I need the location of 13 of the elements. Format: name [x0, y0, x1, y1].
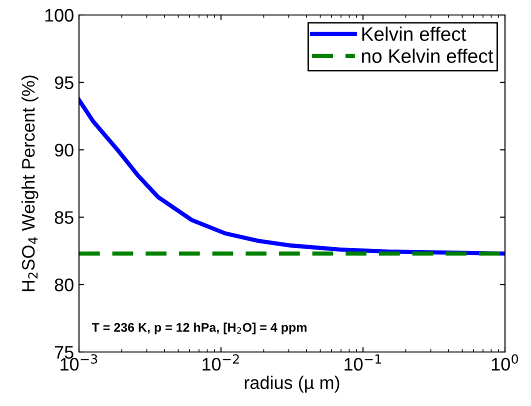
y-tick-label: 100: [45, 8, 74, 22]
y-axis-title: H$_{2}$SO$_{4}$ Weight Percent (%): [21, 76, 38, 292]
annotation: T = 236 K, p = 12 hPa, [H$_{2}$O] = 4 ppm: [92, 322, 306, 334]
y-tick-label: 80: [54, 278, 74, 292]
legend-label: Kelvin effect: [362, 26, 466, 41]
y-tick-label: 85: [54, 211, 74, 224]
x-tick-label: 10$^{−1}$: [344, 354, 381, 371]
x-tick-label: 10$^{−2}$: [202, 354, 239, 371]
x-axis-title: radius (µ m): [244, 376, 340, 393]
legend-label: no Kelvin effect: [362, 48, 494, 63]
x-tick-label: 10$^{0}$: [492, 354, 518, 371]
y-tick-label: 90: [54, 144, 74, 157]
y-tick-label: 95: [54, 76, 74, 90]
